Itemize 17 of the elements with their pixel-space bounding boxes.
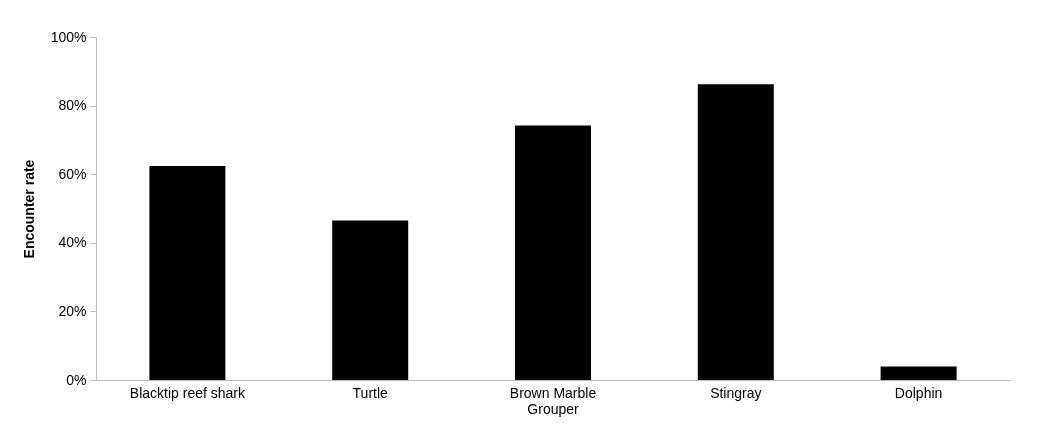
x-tick-label: Dolphin <box>894 384 943 401</box>
x-tick-label: Turtle <box>352 384 389 401</box>
bar <box>149 165 226 380</box>
y-tick-label: 80% <box>58 97 87 114</box>
bar <box>697 84 774 380</box>
bar <box>880 366 957 380</box>
y-tick-label: 100% <box>50 28 87 45</box>
y-tick-label: 60% <box>58 165 87 182</box>
bar <box>515 125 591 380</box>
bar <box>332 220 409 380</box>
x-tick-label: Stingray <box>710 384 762 401</box>
y-tick-label: 40% <box>58 234 87 251</box>
x-tick-label: Brown Marble Grouper <box>509 384 597 417</box>
y-tick-label: 0% <box>66 371 87 388</box>
y-tick-label: 20% <box>58 302 87 319</box>
x-tick-label: Blacktip reef shark <box>129 384 246 401</box>
y-axis-title: Encounter rate <box>20 159 37 259</box>
